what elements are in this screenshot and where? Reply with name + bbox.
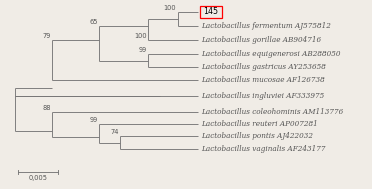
Text: Lactobacillus fermentum AJ575812: Lactobacillus fermentum AJ575812: [201, 22, 331, 30]
Text: Lactobacillus mucosae AF126738: Lactobacillus mucosae AF126738: [201, 76, 325, 84]
Text: Lactobacillus gorillae AB904716: Lactobacillus gorillae AB904716: [201, 36, 321, 44]
Text: 99: 99: [90, 117, 98, 123]
Text: 79: 79: [43, 33, 51, 39]
Text: 88: 88: [42, 105, 51, 111]
Text: Lactobacillus coleohominis AM113776: Lactobacillus coleohominis AM113776: [201, 108, 343, 116]
Text: 100: 100: [163, 5, 176, 11]
Text: 65: 65: [90, 19, 98, 25]
Text: Lactobacillus vaginalis AF243177: Lactobacillus vaginalis AF243177: [201, 145, 326, 153]
Text: 100: 100: [134, 33, 147, 39]
Text: Lactobacillus pontis AJ422032: Lactobacillus pontis AJ422032: [201, 132, 313, 140]
FancyBboxPatch shape: [200, 6, 222, 18]
Text: Lactobacillus reuteri AP007281: Lactobacillus reuteri AP007281: [201, 120, 318, 128]
Text: 0,005: 0,005: [29, 175, 48, 181]
Text: 99: 99: [139, 47, 147, 53]
Text: Lactobacillus ingluviei AF333975: Lactobacillus ingluviei AF333975: [201, 92, 324, 100]
Text: Lactobacillus gastricus AY253658: Lactobacillus gastricus AY253658: [201, 63, 326, 71]
Text: Lactobacillus equigenerosi AB288050: Lactobacillus equigenerosi AB288050: [201, 50, 340, 58]
Text: 74: 74: [110, 129, 119, 135]
Text: 145: 145: [203, 8, 218, 16]
